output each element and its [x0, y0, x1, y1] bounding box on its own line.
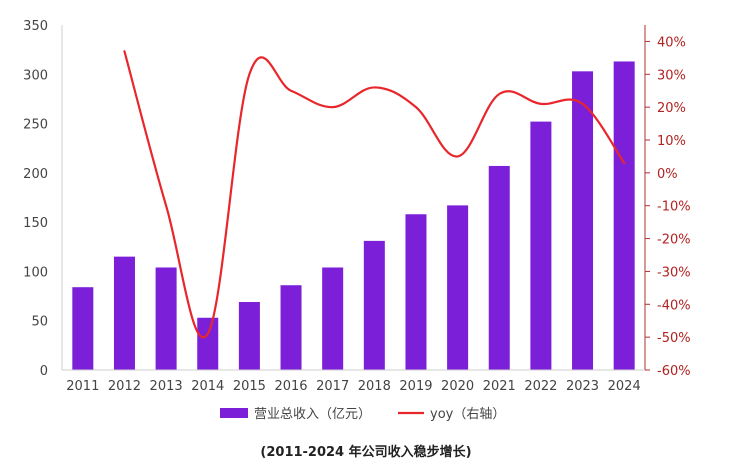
- x-tick-label: 2014: [191, 379, 224, 394]
- revenue-bar: [613, 61, 635, 370]
- y-right-tick-label: -50%: [657, 331, 691, 346]
- revenue-bar: [488, 165, 510, 370]
- chart-caption: (2011-2024 年公司收入稳步增长): [260, 445, 472, 460]
- x-tick-label: 2020: [441, 379, 474, 394]
- y-right-tick-label: -40%: [657, 298, 691, 313]
- revenue-bar: [322, 267, 344, 370]
- revenue-bar: [405, 214, 427, 370]
- y-left-tick-label: 250: [23, 118, 48, 133]
- legend-bar-label: 营业总收入（亿元）: [254, 407, 371, 422]
- y-right-tick-label: -30%: [657, 265, 691, 280]
- y-left-tick-label: 100: [23, 265, 48, 280]
- x-tick-label: 2012: [108, 379, 141, 394]
- x-tick-label: 2017: [316, 379, 349, 394]
- x-tick-label: 2011: [66, 379, 99, 394]
- revenue-bar: [155, 267, 177, 370]
- x-tick-label: 2023: [566, 379, 599, 394]
- revenue-bar: [530, 121, 552, 370]
- legend-bar-swatch: [220, 408, 248, 418]
- y-left-tick-label: 350: [23, 19, 48, 34]
- chart-svg: 0 50 100 150 200 250 300 350 -60% -50% -40% -30% -2…: [23, 19, 691, 422]
- y-right-tick-label: -60%: [657, 364, 691, 379]
- revenue-bar: [72, 287, 94, 370]
- revenue-bar: [280, 285, 302, 370]
- x-tick-label: 2016: [274, 379, 307, 394]
- x-tick-label: 2019: [399, 379, 432, 394]
- revenue-bar: [447, 205, 469, 370]
- revenue-bar: [363, 240, 385, 370]
- y-right-tick-label: 0%: [657, 167, 678, 182]
- y-left-tick-label: 150: [23, 216, 48, 231]
- y-left-tick-label: 0: [40, 364, 48, 379]
- y-right-tick-label: 20%: [657, 101, 686, 116]
- x-tick-label: 2021: [483, 379, 516, 394]
- y-right-tick-label: -10%: [657, 200, 691, 215]
- x-tick-label: 2022: [524, 379, 557, 394]
- y-left-tick-label: 50: [31, 315, 48, 330]
- y-right-tick-label: 30%: [657, 68, 686, 83]
- x-tick-label: 2015: [233, 379, 266, 394]
- y-right-tick-label: -20%: [657, 233, 691, 248]
- revenue-bar: [197, 317, 219, 370]
- legend-line-label: yoy（右轴）: [430, 407, 505, 422]
- revenue-bar: [572, 71, 594, 370]
- x-tick-label: 2013: [150, 379, 183, 394]
- x-tick-label: 2018: [358, 379, 391, 394]
- x-tick-label: 2024: [608, 379, 641, 394]
- y-left-tick-label: 300: [23, 68, 48, 83]
- y-left-tick-label: 200: [23, 167, 48, 182]
- y-right-tick-label: 10%: [657, 134, 686, 149]
- y-right-tick-label: 40%: [657, 35, 686, 50]
- revenue-bar: [113, 256, 135, 370]
- chart: 0 50 100 150 200 250 300 350 -60% -50% -40% -30% -2…: [23, 19, 691, 422]
- revenue-bar: [238, 301, 260, 370]
